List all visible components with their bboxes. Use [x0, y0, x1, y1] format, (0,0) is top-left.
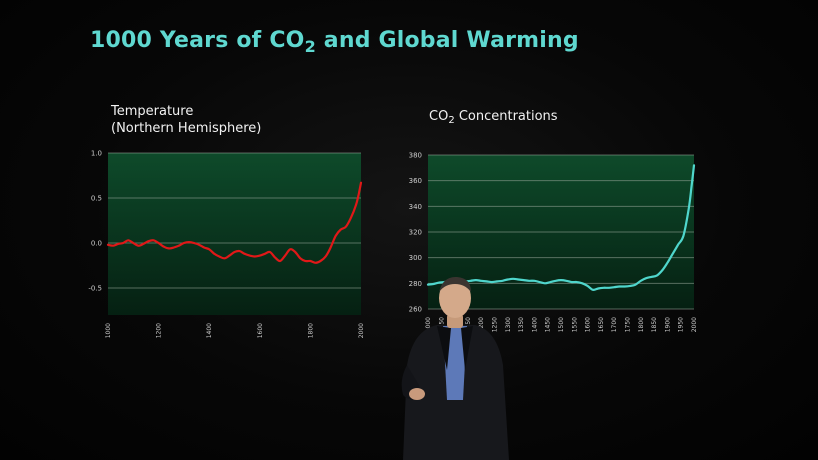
co2-series-line	[426, 164, 696, 291]
co2-xtick-label: 1750	[625, 317, 632, 332]
temperature-xtick-label: 1600	[257, 323, 264, 338]
slide-title-pre: 1000 Years of CO	[90, 28, 305, 53]
co2-xtick-label: 1000	[425, 317, 432, 332]
co2-xtick-label: 1900	[664, 317, 671, 332]
temperature-xtick-label: 1200	[156, 323, 163, 338]
co2-xtick-label: 1400	[531, 317, 538, 332]
co2-xtick-label: 1950	[678, 317, 685, 332]
presenter-head	[439, 278, 471, 318]
co2-xtick-label: 2000	[691, 317, 698, 332]
co2-ytick-label: 360	[409, 177, 422, 185]
temperature-xtick-label: 1000	[105, 323, 112, 338]
presenter-lapel-left	[437, 326, 451, 370]
co2-xtick-label: 1800	[638, 317, 645, 332]
co2-xtick-label: 1850	[651, 317, 658, 332]
co2-xtick-label: 1050	[438, 317, 445, 332]
co2-title-post: Concentrations	[454, 109, 558, 124]
co2-xtick-label: 1650	[598, 317, 605, 332]
co2-title-pre: CO	[429, 109, 449, 124]
co2-ytick-label: 260	[409, 306, 422, 314]
co2-xtick-label: 1300	[505, 317, 512, 332]
presenter-lapel-right	[461, 326, 473, 370]
co2-xtick-label: 1350	[518, 317, 525, 332]
temperature-xtick-label: 2000	[358, 323, 365, 338]
temperature-chart: 1.0 0.5 0.0 -0.5 1000 1200 1400 1600 1800 2000	[88, 150, 365, 339]
co2-ytick-label: 340	[409, 203, 422, 211]
co2-chart: 2602803003203403603801000105011001150120…	[409, 152, 698, 333]
temperature-ytick-label: 0.5	[91, 195, 102, 203]
co2-xtick-label: 1700	[611, 317, 618, 332]
temperature-ytick-label: 0.0	[91, 240, 102, 248]
temperature-ytick-label: -0.5	[88, 285, 102, 293]
presenter-hand	[409, 388, 425, 400]
temperature-chart-title: Temperature (Northern Hemisphere)	[111, 103, 261, 137]
co2-ytick-label: 300	[409, 254, 422, 262]
co2-xtick-label: 1150	[465, 317, 472, 332]
temperature-xtick-label: 1400	[206, 323, 213, 338]
co2-ytick-label: 280	[409, 280, 422, 288]
co2-xtick-label: 1200	[478, 317, 485, 332]
co2-xtick-label: 1250	[492, 317, 499, 332]
presenter-figure	[401, 276, 509, 460]
co2-chart-title: CO2 Concentrations	[429, 108, 558, 129]
co2-xtick-label: 1500	[558, 317, 565, 332]
co2-ytick-label: 380	[409, 152, 422, 160]
temperature-plot-area	[108, 153, 361, 315]
presenter-hair	[439, 276, 471, 292]
co2-title-subscript: 2	[448, 115, 455, 126]
co2-ytick-label: 320	[409, 229, 422, 237]
slide-title: 1000 Years of CO2 and Global Warming	[90, 28, 579, 56]
temperature-series-line	[106, 181, 363, 264]
co2-xtick-label: 1450	[545, 317, 552, 332]
slide-title-subscript: 2	[304, 37, 316, 56]
co2-xtick-label: 1550	[571, 317, 578, 332]
co2-xtick-label: 1600	[585, 317, 592, 332]
temperature-ytick-label: 1.0	[91, 150, 102, 158]
temperature-chart-title-line2: (Northern Hemisphere)	[111, 121, 262, 136]
temperature-chart-title-line1: Temperature	[111, 104, 194, 119]
temperature-xtick-label: 1800	[307, 323, 314, 338]
presenter-neck	[447, 314, 463, 328]
slide-title-post: and Global Warming	[315, 28, 579, 53]
